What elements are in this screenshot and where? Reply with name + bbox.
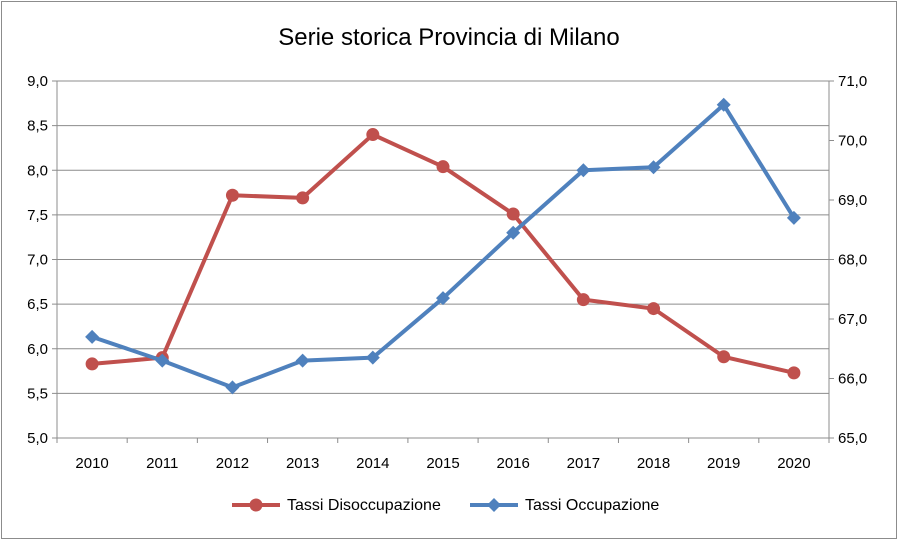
left-tick-label: 6,0 <box>27 341 48 358</box>
left-tick-label: 8,5 <box>27 118 48 135</box>
data-point <box>576 163 591 178</box>
data-point <box>225 188 239 202</box>
data-point <box>225 380 240 395</box>
legend: Tassi Disoccupazione Tassi Occupazione <box>232 497 659 514</box>
left-tick-label: 7,5 <box>27 207 48 224</box>
legend-label: Tassi Occupazione <box>525 497 659 514</box>
legend-item: Tassi Disoccupazione <box>232 497 441 514</box>
data-point <box>646 160 661 175</box>
left-tick-label: 6,5 <box>27 296 48 313</box>
x-tick-label: 2014 <box>356 455 389 472</box>
left-tick-label: 5,0 <box>27 430 48 447</box>
right-tick-label: 67,0 <box>838 311 867 328</box>
x-tick-label: 2019 <box>707 455 740 472</box>
x-tick-label: 2020 <box>777 455 810 472</box>
data-point <box>365 350 380 365</box>
legend-marker <box>249 498 263 512</box>
x-tick-label: 2012 <box>216 455 249 472</box>
series-line <box>91 102 796 390</box>
data-point <box>787 366 801 380</box>
data-point <box>506 207 520 221</box>
data-point <box>436 291 450 306</box>
x-tick-label: 2017 <box>567 455 600 472</box>
left-tick-label: 8,0 <box>27 162 48 179</box>
x-tick-label: 2018 <box>637 455 670 472</box>
left-tick-label: 5,5 <box>27 385 48 402</box>
data-point <box>85 357 99 371</box>
x-tick-label: 2011 <box>146 455 178 472</box>
x-tick-label: 2016 <box>496 455 529 472</box>
left-tick-label: 9,0 <box>27 73 48 90</box>
data-point <box>296 191 310 205</box>
legend-marker <box>487 498 501 512</box>
data-point <box>85 329 100 344</box>
series-1 <box>85 128 801 380</box>
right-tick-label: 70,0 <box>838 133 867 150</box>
x-tick-label: 2010 <box>75 455 108 472</box>
data-point <box>436 160 450 174</box>
right-tick-label: 71,0 <box>838 73 867 90</box>
data-point <box>786 210 801 225</box>
data-point <box>366 128 380 142</box>
x-tick-label: 2015 <box>426 455 459 472</box>
data-point <box>647 302 661 316</box>
right-tick-label: 69,0 <box>838 192 867 209</box>
right-tick-label: 65,0 <box>838 430 867 447</box>
right-tick-label: 68,0 <box>838 252 867 269</box>
left-tick-label: 7,0 <box>27 252 48 269</box>
data-point <box>295 353 310 368</box>
data-point <box>506 225 521 240</box>
legend-label: Tassi Disoccupazione <box>287 497 441 514</box>
gridlines <box>57 80 829 439</box>
right-tick-label: 66,0 <box>838 371 867 388</box>
data-point <box>155 353 170 368</box>
data-point <box>716 97 731 112</box>
axes: 5,0 5,5 6,0 6,5 7,0 7,5 8,0 8,5 9,0 65,0 66,0 67,0 6… <box>27 73 867 472</box>
series-2 <box>85 97 801 395</box>
series-layer <box>85 97 801 395</box>
chart-title: Serie storica Provincia di Milano <box>278 24 619 51</box>
data-point <box>576 293 590 307</box>
x-tick-label: 2013 <box>286 455 319 472</box>
legend-item: Tassi Occupazione <box>470 497 659 514</box>
data-point <box>717 350 731 364</box>
